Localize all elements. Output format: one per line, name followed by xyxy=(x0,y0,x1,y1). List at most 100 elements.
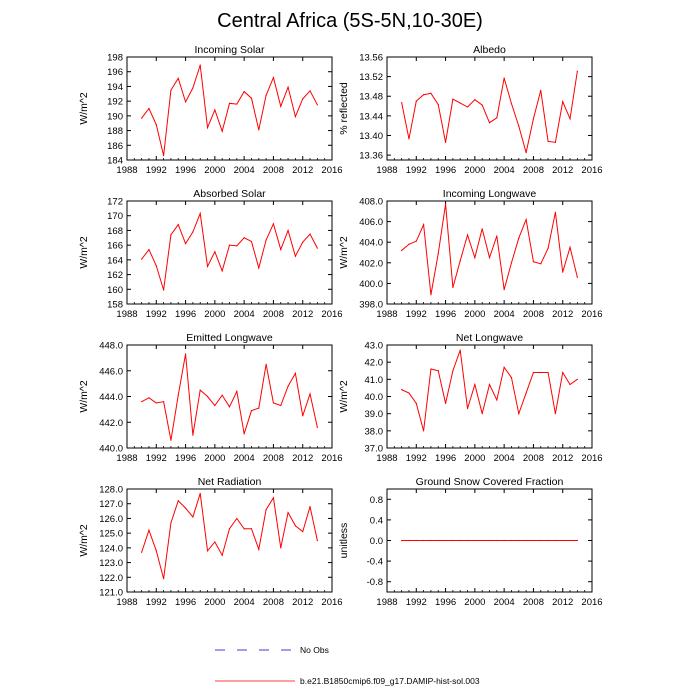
data-point xyxy=(510,539,513,542)
data-point xyxy=(309,506,311,508)
y-tick-label: 127.0 xyxy=(99,499,123,510)
data-point xyxy=(221,130,223,132)
panel-7: Ground Snow Covered Fraction unitless 1988… xyxy=(338,476,603,608)
data-point xyxy=(272,402,275,404)
x-tick-label: 2000 xyxy=(464,597,485,608)
data-point xyxy=(199,389,201,391)
data-point xyxy=(265,239,267,241)
data-point xyxy=(474,99,476,101)
data-point xyxy=(221,270,223,272)
data-point xyxy=(430,368,432,370)
data-point xyxy=(496,235,498,237)
data-point xyxy=(199,492,201,495)
page-title: Central Africa (5S-5N,10-30E) xyxy=(217,10,483,32)
y-tick-label: 43.0 xyxy=(365,341,384,352)
data-point xyxy=(576,378,578,380)
data-point xyxy=(430,539,432,542)
x-tick-label: 2000 xyxy=(204,309,225,320)
data-point xyxy=(452,286,454,289)
data-point xyxy=(401,539,403,542)
data-point xyxy=(444,203,447,205)
data-point xyxy=(170,522,172,524)
x-tick-label: 2008 xyxy=(523,597,544,608)
data-point xyxy=(199,64,201,66)
data-point xyxy=(272,77,275,79)
x-tick-label: 1996 xyxy=(175,309,196,320)
data-point xyxy=(309,393,311,395)
data-point xyxy=(155,124,157,126)
x-tick-label: 2012 xyxy=(552,165,573,176)
data-point xyxy=(510,377,513,379)
x-tick-label: 1992 xyxy=(406,597,427,608)
data-point xyxy=(302,98,304,100)
data-point xyxy=(503,77,505,79)
data-point xyxy=(272,223,275,225)
data-point xyxy=(258,267,260,269)
x-tick-label: 2004 xyxy=(234,597,255,608)
y-tick-label: 402.0 xyxy=(359,258,383,269)
panel-title: Emitted Longwave xyxy=(186,332,273,344)
y-tick-label: 0.4 xyxy=(370,515,383,526)
y-axis-label: W/m^2 xyxy=(338,380,350,413)
data-point xyxy=(496,539,498,542)
y-tick-label: 38.0 xyxy=(365,426,384,437)
data-point xyxy=(415,240,417,242)
y-tick-label: 172 xyxy=(107,197,123,208)
data-point xyxy=(148,107,150,110)
data-point xyxy=(155,402,157,404)
panel-0: Incoming Solar W/m^2 1988 1992 1996 2000 2004 2… xyxy=(78,44,343,176)
data-point xyxy=(148,529,150,531)
data-point xyxy=(236,390,238,392)
y-tick-label: 168 xyxy=(107,226,123,237)
data-point xyxy=(547,247,549,249)
x-tick-label: 1988 xyxy=(376,309,397,320)
data-point xyxy=(562,271,564,273)
data-point xyxy=(408,243,410,245)
x-tick-label: 2000 xyxy=(464,165,485,176)
data-point xyxy=(214,109,216,111)
data-point xyxy=(423,539,425,542)
plot-frame xyxy=(126,200,333,305)
data-point xyxy=(302,241,304,243)
x-tick-label: 2012 xyxy=(552,453,573,464)
plot-frame xyxy=(386,200,593,305)
x-tick-label: 2012 xyxy=(552,597,573,608)
x-tick-label: 2004 xyxy=(494,597,515,608)
x-tick-label: 2016 xyxy=(581,165,602,176)
data-point xyxy=(481,104,483,106)
x-tick-label: 1992 xyxy=(406,453,427,464)
y-tick-label: -0.8 xyxy=(367,577,383,588)
x-tick-label: 2016 xyxy=(581,453,602,464)
series-line xyxy=(141,211,318,291)
x-tick-label: 1992 xyxy=(406,165,427,176)
y-tick-label: 446.0 xyxy=(99,366,123,377)
x-tick-label: 1992 xyxy=(146,453,167,464)
y-tick-label: 41.0 xyxy=(365,375,384,386)
data-point xyxy=(272,497,275,499)
data-point xyxy=(569,383,571,386)
data-point xyxy=(163,578,165,580)
data-point xyxy=(206,395,209,398)
y-tick-label: 186 xyxy=(107,141,123,152)
data-point xyxy=(444,141,447,143)
series-line xyxy=(141,64,318,156)
data-point xyxy=(258,548,260,550)
plot-frame xyxy=(126,488,333,593)
x-tick-label: 2004 xyxy=(234,453,255,464)
data-point xyxy=(250,528,253,530)
data-point xyxy=(250,97,253,99)
data-point xyxy=(192,434,194,436)
panel-4: Emitted Longwave W/m^2 1988 1992 1996 2000 200… xyxy=(78,332,343,464)
data-point xyxy=(437,252,439,255)
data-point xyxy=(141,551,143,553)
series-line xyxy=(401,349,578,431)
data-point xyxy=(496,399,498,401)
data-point xyxy=(228,244,231,246)
data-point xyxy=(401,249,403,252)
data-point xyxy=(258,129,260,131)
data-point xyxy=(518,539,520,542)
data-point xyxy=(540,371,542,374)
y-tick-label: 440.0 xyxy=(99,444,123,455)
data-point xyxy=(510,262,513,264)
data-point xyxy=(576,539,578,542)
